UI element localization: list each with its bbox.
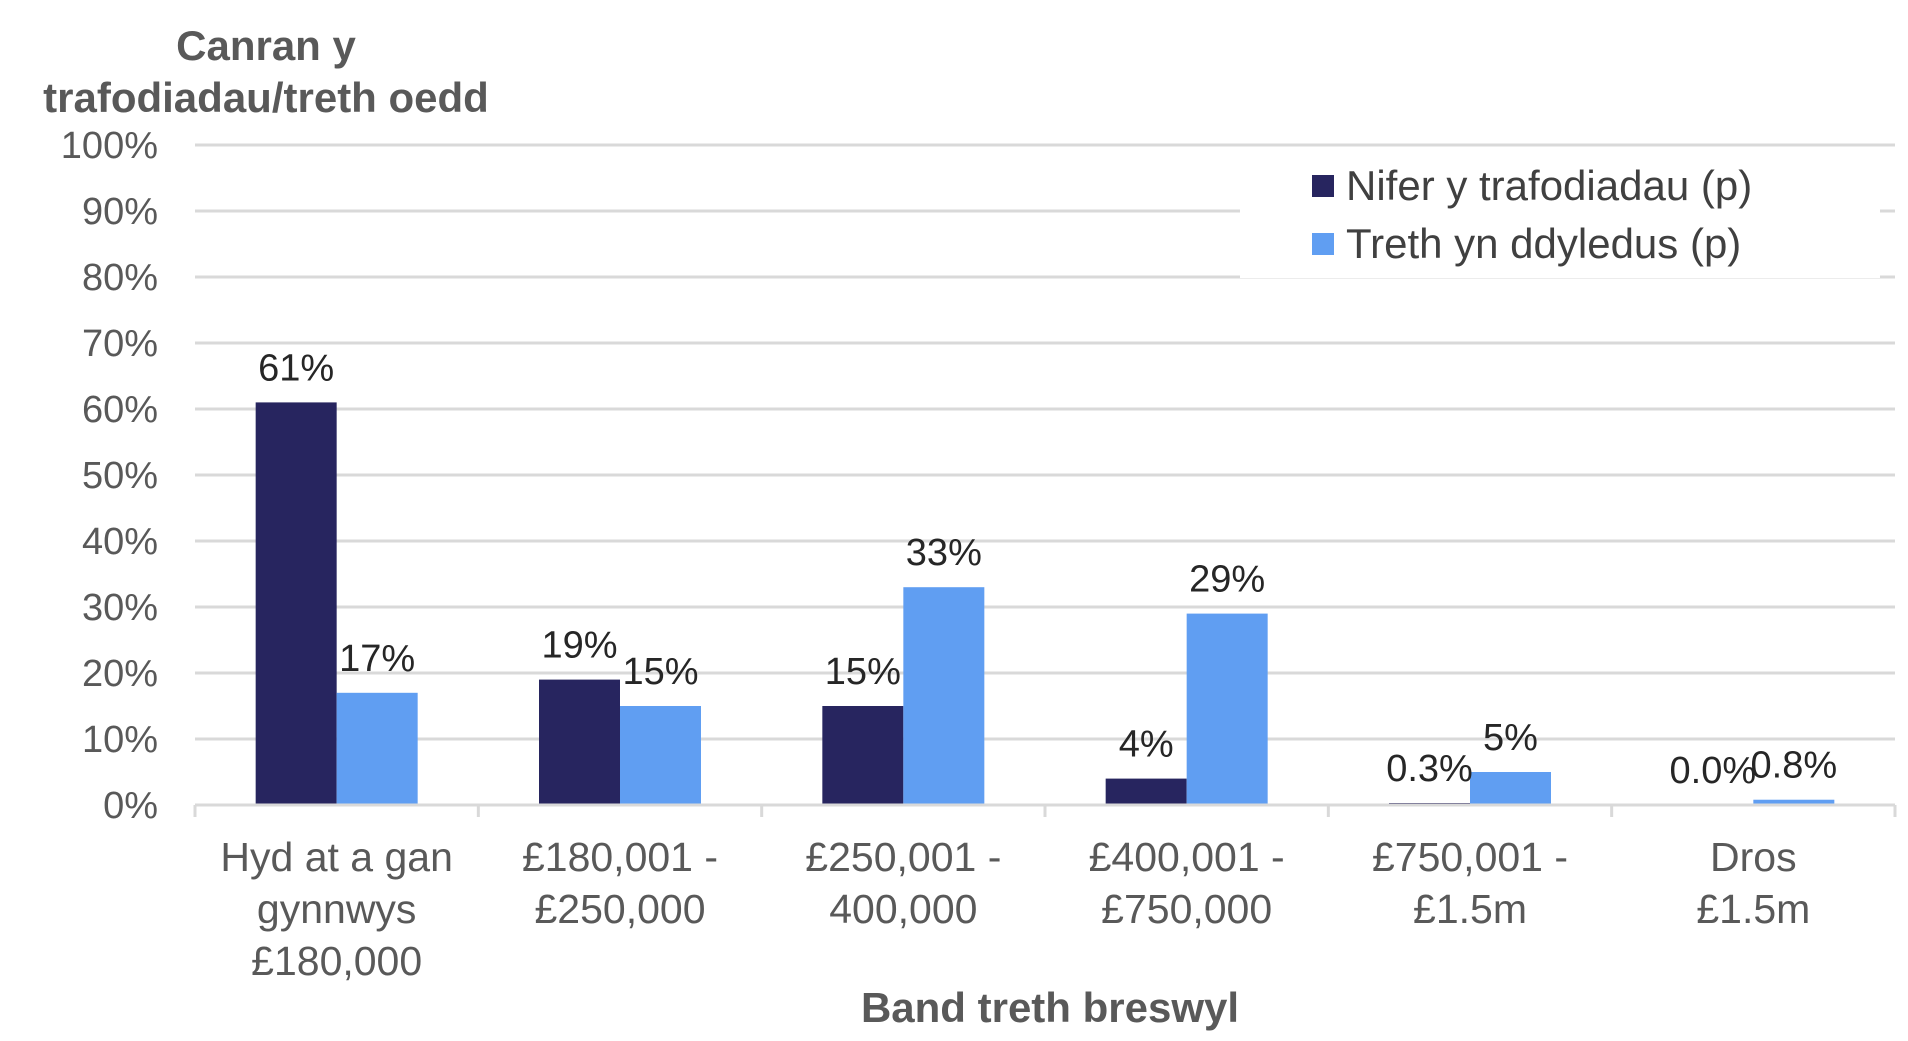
bar-tax-due — [1753, 799, 1835, 805]
y-tick-label: 10% — [82, 719, 158, 761]
bar-tax-due — [1186, 613, 1268, 805]
x-category-label: £1.5m — [1413, 886, 1527, 932]
y-tick-label: 40% — [82, 521, 158, 563]
data-label: 61% — [258, 347, 334, 389]
data-labels: 61%19%15%4%0.3% 0.0%17% 15%33%29%5%0.8% — [258, 347, 1837, 792]
x-axis-title: Band treth breswyl — [861, 984, 1239, 1031]
data-label: 0.3% — [1386, 748, 1473, 790]
y-tick-label: 80% — [82, 257, 158, 299]
bar-tax-due — [620, 706, 701, 805]
y-tick-label: 0% — [103, 785, 158, 827]
x-category-label: £250,000 — [534, 886, 705, 932]
y-axis-title-line: trafodiadau/treth oedd — [43, 74, 489, 121]
x-category-label: £400,001 - — [1089, 834, 1285, 880]
x-category-label: £250,001 - — [805, 834, 1001, 880]
x-category-label: £750,001 - — [1372, 834, 1568, 880]
y-tick-label: 100% — [61, 125, 158, 167]
y-tick-label: 60% — [82, 389, 158, 431]
x-category-label: £750,000 — [1101, 886, 1272, 932]
y-axis-title-line: Canran y — [176, 22, 356, 69]
data-label: 4% — [1119, 724, 1174, 766]
bar-tax-due — [336, 692, 418, 805]
legend-background — [1240, 158, 1880, 278]
y-tick-label: 20% — [82, 653, 158, 695]
y-tick-label: 50% — [82, 455, 158, 497]
bar-tax-due — [1470, 772, 1551, 805]
data-label: 0.8% — [1751, 745, 1838, 787]
bar-transactions — [255, 402, 337, 805]
y-tick-label: 30% — [82, 587, 158, 629]
data-label: 33% — [906, 532, 982, 574]
bar-tax-due — [903, 587, 985, 805]
data-label: 5% — [1483, 717, 1538, 759]
legend-label: Nifer y trafodiadau (p) — [1346, 162, 1752, 209]
legend: Nifer y trafodiadau (p) Treth yn ddyledus… — [1240, 158, 1880, 278]
x-category-label: Dros — [1710, 834, 1797, 880]
y-tick-label: 90% — [82, 191, 158, 233]
bar-transactions — [539, 679, 620, 805]
legend-swatch — [1312, 175, 1334, 197]
legend-label: Treth yn ddyledus (p) — [1346, 220, 1741, 267]
x-category-label: Hyd at a gan — [220, 834, 453, 880]
x-category-label: £180,001 - — [522, 834, 718, 880]
legend-swatch — [1312, 233, 1334, 255]
bars — [255, 402, 1835, 805]
bar-transactions — [822, 706, 904, 805]
data-label: 15% — [825, 651, 901, 693]
bar-transactions — [1105, 778, 1187, 805]
data-label: 15% — [622, 651, 698, 693]
x-axis — [193, 803, 1897, 817]
x-category-label: 400,000 — [829, 886, 977, 932]
x-category-label: £180,000 — [251, 938, 422, 984]
x-axis-category-labels: Hyd at a gan gynnwys £180,000 £180,001 - £25… — [220, 834, 1810, 984]
x-category-label: £1.5m — [1696, 886, 1810, 932]
x-category-label: gynnwys — [257, 886, 417, 932]
y-axis-title: Canran y trafodiadau/treth oedd — [43, 22, 489, 121]
data-label: 19% — [541, 625, 617, 667]
data-label: 17% — [339, 638, 415, 680]
data-label: 0.0% — [1670, 750, 1757, 792]
data-label: 29% — [1189, 559, 1265, 601]
y-axis-ticks: 0% 10% 20% 30% 40% 50% 60% 70% 80% 90% 100% — [61, 125, 158, 827]
gridlines — [195, 143, 1895, 741]
y-tick-label: 70% — [82, 323, 158, 365]
